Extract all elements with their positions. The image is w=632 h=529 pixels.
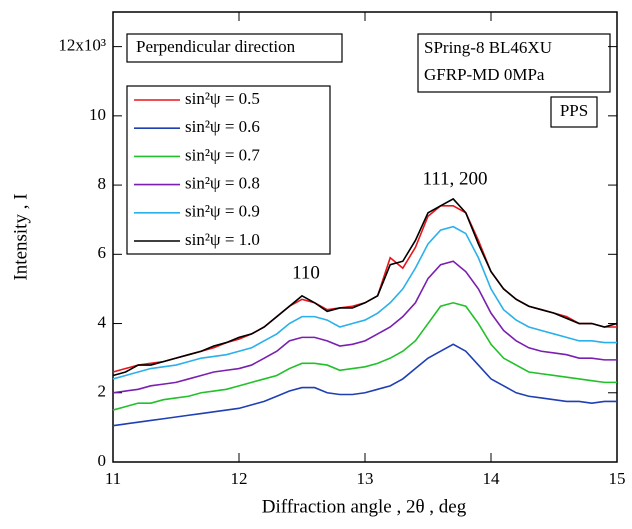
annotation: Perpendicular direction — [136, 37, 296, 56]
peak-label: 111, 200 — [422, 168, 487, 189]
series-line — [112, 343, 617, 427]
y-tick-label: 10 — [89, 105, 106, 124]
y-tick-label: 0 — [98, 451, 107, 470]
peak-label: 110 — [292, 262, 320, 283]
y-tick-label: 8 — [98, 174, 107, 193]
series-line — [112, 197, 618, 377]
x-tick-label: 11 — [105, 469, 121, 488]
x-tick-label: 15 — [609, 469, 626, 488]
legend-label: sin²ψ = 0.5 — [185, 89, 260, 108]
annotation: GFRP-MD 0MPa — [424, 65, 545, 84]
x-tick-label: 13 — [357, 469, 374, 488]
series-line — [112, 225, 617, 380]
legend — [126, 85, 331, 255]
legend-label: sin²ψ = 0.8 — [185, 174, 260, 193]
x-axis-label: Diffraction angle , 2θ , deg — [262, 496, 467, 517]
x-tick-label: 12 — [231, 469, 248, 488]
y-tick-label: 12x10³ — [58, 36, 106, 55]
series-line — [112, 260, 617, 394]
annotation-box — [417, 33, 611, 93]
x-tick-label: 14 — [483, 469, 501, 488]
y-tick-label: 6 — [98, 243, 107, 262]
annotation: SPring-8 BL46XU — [424, 38, 552, 57]
annotation: PPS — [560, 101, 588, 120]
y-tick-label: 4 — [98, 312, 107, 331]
annotation-box — [126, 33, 343, 63]
legend-label: sin²ψ = 0.6 — [185, 117, 260, 136]
series-line — [112, 301, 617, 411]
y-tick-label: 2 — [98, 382, 107, 401]
y-axis-label: Intensity , I — [10, 193, 31, 280]
legend-label: sin²ψ = 0.9 — [185, 202, 260, 221]
legend-label: sin²ψ = 1.0 — [185, 230, 260, 249]
annotation-box — [550, 96, 598, 128]
legend-label: sin²ψ = 0.7 — [185, 145, 260, 164]
